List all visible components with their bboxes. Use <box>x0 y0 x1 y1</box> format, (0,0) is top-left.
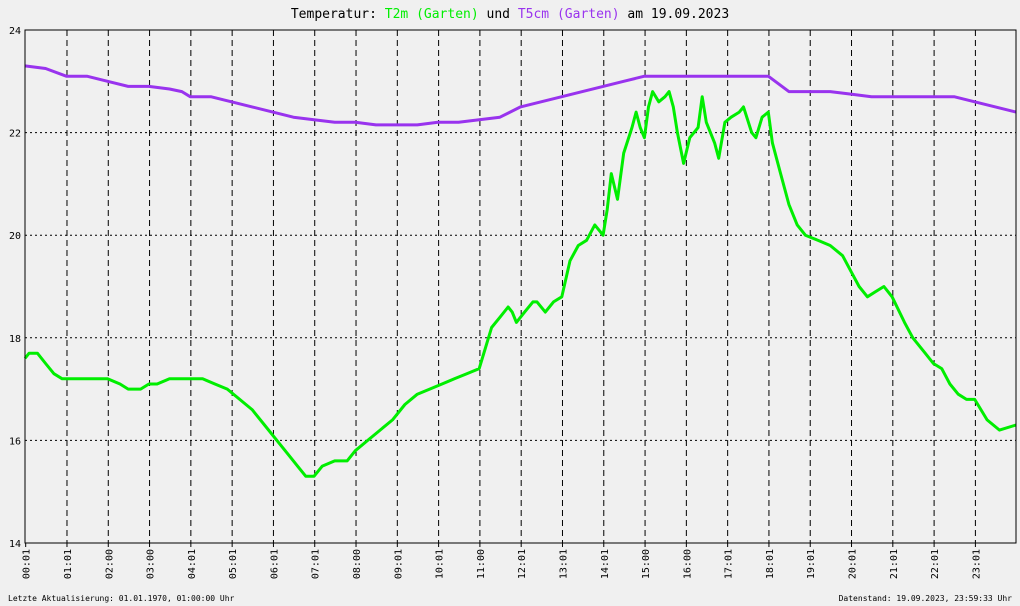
y-tick-label: 24 <box>9 26 21 37</box>
footer-data-status: Datenstand: 19.09.2023, 23:59:33 Uhr <box>839 594 1013 603</box>
x-tick-label: 05:01 <box>228 549 239 579</box>
series-t2m-line <box>23 90 1017 478</box>
chart-tick-labels: 14 16 18 20 22 24 00:01 01:01 02:00 03:00 04:01 05:… <box>9 26 982 579</box>
title-prefix: Temperatur: <box>291 7 385 22</box>
x-tick-label: 14:01 <box>600 549 611 579</box>
x-tick-label: 09:01 <box>393 549 404 579</box>
chart-title: Temperatur: T2m (Garten) und T5cm (Garte… <box>291 7 729 22</box>
x-tick-label: 06:01 <box>269 549 280 579</box>
x-tick-label: 17:01 <box>724 549 735 579</box>
y-tick-label: 20 <box>9 231 21 242</box>
x-tick-label: 07:01 <box>311 549 322 579</box>
y-tick-label: 18 <box>9 334 21 345</box>
chart-grid <box>25 29 1016 543</box>
x-tick-label: 22:01 <box>930 549 941 579</box>
footer-last-update: Letzte Aktualisierung: 01.01.1970, 01:00… <box>8 594 235 603</box>
x-tick-label: 10:01 <box>435 549 446 579</box>
plot-frame <box>24 29 1017 544</box>
x-tick-label: 13:01 <box>558 549 569 579</box>
x-tick-label: 12:01 <box>517 549 528 579</box>
x-tick-label: 00:01 <box>22 549 33 579</box>
title-series-t5cm: T5cm (Garten) <box>518 7 620 22</box>
title-suffix: am 19.09.2023 <box>620 7 730 22</box>
plot-area <box>25 30 1016 543</box>
title-series-t2m: T2m (Garten) <box>385 7 479 22</box>
chart-series <box>23 64 1017 478</box>
x-tick-label: 18:01 <box>765 549 776 579</box>
x-tick-label: 19:01 <box>806 549 817 579</box>
x-tick-label: 20:01 <box>848 549 859 579</box>
x-tick-label: 16:00 <box>682 549 693 579</box>
x-tick-label: 03:00 <box>146 549 157 579</box>
x-tick-label: 21:01 <box>889 549 900 579</box>
y-tick-label: 14 <box>9 539 21 550</box>
x-tick-label: 02:00 <box>104 549 115 579</box>
y-tick-label: 22 <box>9 129 21 140</box>
x-tick-label: 15:00 <box>641 549 652 579</box>
y-tick-label: 16 <box>9 436 21 447</box>
x-tick-label: 01:01 <box>63 549 74 579</box>
series-t5cm-line <box>24 64 1017 127</box>
x-tick-label: 04:01 <box>187 549 198 579</box>
x-tick-label: 08:00 <box>352 549 363 579</box>
x-tick-label: 23:01 <box>971 549 982 579</box>
title-mid: und <box>479 7 518 22</box>
chart-axes <box>24 29 1017 547</box>
x-tick-label: 11:00 <box>476 549 487 579</box>
